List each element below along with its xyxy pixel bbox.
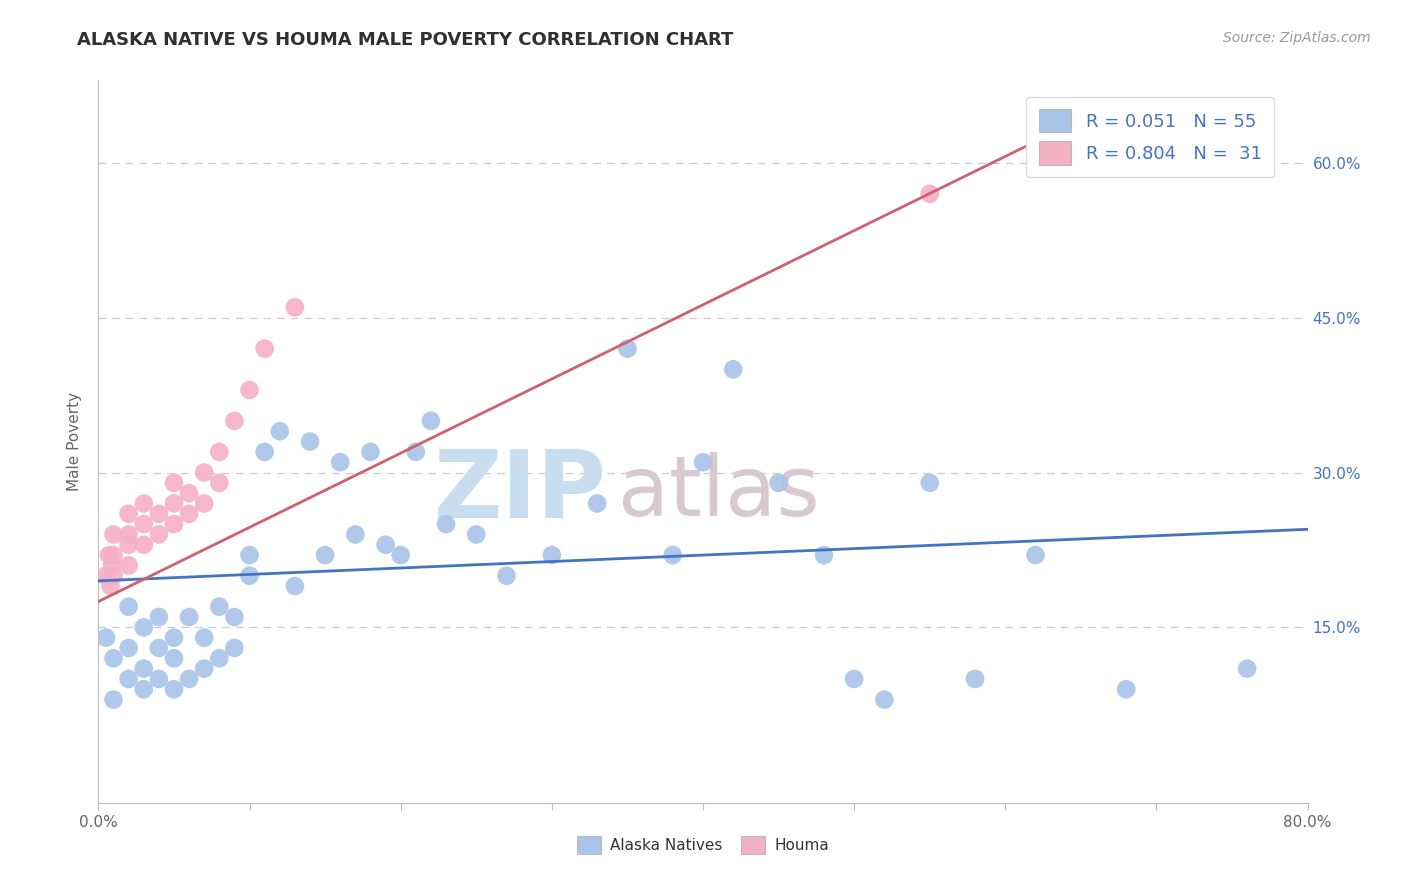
Point [132,538,155,552]
Point [1024,548,1046,562]
Point [132,682,155,697]
Point [163,517,186,532]
Point [344,527,367,541]
Point [692,455,714,469]
Point [118,538,141,552]
Point [148,527,170,541]
Point [239,383,262,397]
Point [118,507,141,521]
Point [179,672,201,686]
Point [193,631,215,645]
Point [118,558,141,573]
Point [132,620,155,634]
Point [389,548,412,562]
Point [284,301,307,315]
Point [163,682,186,697]
Point [269,424,291,438]
Point [100,579,122,593]
Point [148,610,170,624]
Point [148,640,170,655]
Point [163,631,186,645]
Point [239,568,262,582]
Point [103,568,125,582]
Point [616,342,638,356]
Point [329,455,352,469]
Point [118,599,141,614]
Point [253,342,276,356]
Point [965,672,987,686]
Point [94,568,117,582]
Point [224,414,246,428]
Point [163,475,186,490]
Point [98,548,121,562]
Point [314,548,336,562]
Text: atlas: atlas [619,451,820,533]
Point [103,651,125,665]
Point [465,527,488,541]
Point [132,517,155,532]
Point [193,466,215,480]
Point [1236,662,1258,676]
Point [723,362,745,376]
Point [148,507,170,521]
Point [1115,682,1137,697]
Point [374,538,396,552]
Point [405,445,427,459]
Point [132,496,155,510]
Point [873,692,896,706]
Point [768,475,790,490]
Text: ALASKA NATIVE VS HOUMA MALE POVERTY CORRELATION CHART: ALASKA NATIVE VS HOUMA MALE POVERTY CORR… [77,31,734,49]
Point [179,486,201,500]
Point [118,640,141,655]
Point [132,662,155,676]
Text: ZIP: ZIP [433,446,606,538]
Point [239,548,262,562]
Point [103,527,125,541]
Point [661,548,683,562]
Point [193,496,215,510]
Point [224,640,246,655]
Legend: Alaska Natives, Houma: Alaska Natives, Houma [571,830,835,860]
Point [208,651,231,665]
Point [918,475,941,490]
Point [360,445,382,459]
Point [163,496,186,510]
Point [208,599,231,614]
Point [208,475,231,490]
Point [94,631,117,645]
Point [208,445,231,459]
Point [844,672,866,686]
Point [163,651,186,665]
Point [1024,125,1046,139]
Point [224,610,246,624]
Point [299,434,322,449]
Point [148,672,170,686]
Point [540,548,562,562]
Point [101,558,124,573]
Point [434,517,457,532]
Point [179,610,201,624]
Point [495,568,517,582]
Point [179,507,201,521]
Point [193,662,215,676]
Point [284,579,307,593]
Point [103,692,125,706]
Point [420,414,443,428]
Y-axis label: Male Poverty: Male Poverty [67,392,83,491]
Point [813,548,835,562]
Point [103,548,125,562]
Point [253,445,276,459]
Point [586,496,609,510]
Point [918,186,941,201]
Text: Source: ZipAtlas.com: Source: ZipAtlas.com [1223,31,1371,45]
Point [118,672,141,686]
Point [118,527,141,541]
